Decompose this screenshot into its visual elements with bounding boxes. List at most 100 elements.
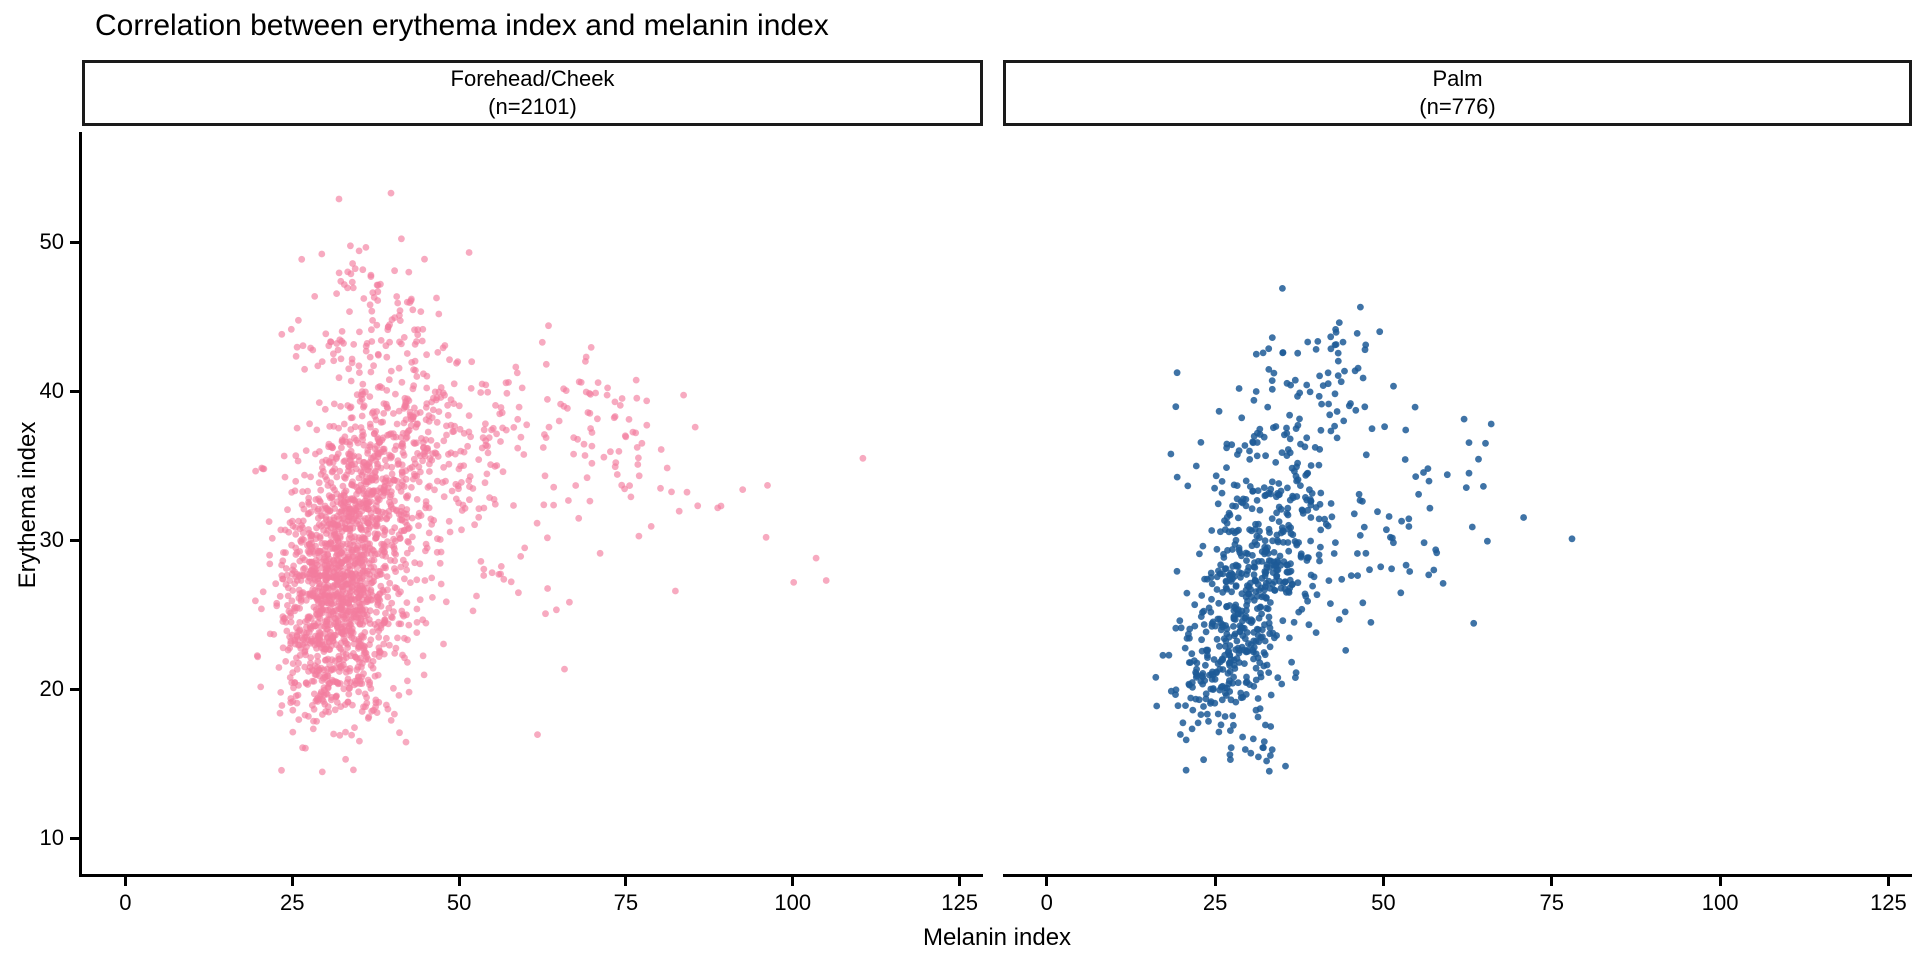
x-tick-label: 50 (446, 890, 472, 915)
data-point (436, 559, 444, 567)
data-point (355, 599, 363, 607)
data-point (330, 531, 338, 539)
x-axis-line-right (1003, 874, 1912, 877)
data-point (1302, 592, 1310, 600)
data-point (570, 450, 577, 458)
data-point (336, 534, 344, 542)
x-tick-label: 75 (613, 890, 639, 915)
data-point (1211, 484, 1218, 492)
data-point (390, 608, 397, 616)
data-point (468, 358, 476, 366)
data-point (440, 437, 448, 445)
data-point (286, 644, 293, 652)
data-point (379, 445, 387, 453)
data-point (1283, 510, 1291, 517)
data-point (403, 494, 411, 502)
data-point (353, 655, 361, 662)
data-point (1286, 435, 1294, 443)
data-point (331, 486, 338, 494)
data-point (1273, 509, 1280, 517)
data-point (478, 380, 486, 388)
data-point (1354, 572, 1361, 579)
data-point (392, 433, 400, 441)
data-point (346, 452, 353, 460)
data-point (310, 705, 318, 713)
data-point (331, 706, 339, 714)
data-point (1327, 600, 1334, 607)
data-point (437, 394, 445, 401)
data-point (309, 591, 317, 599)
data-point (385, 512, 393, 519)
data-point (387, 717, 395, 724)
data-point (437, 580, 445, 588)
data-point (1242, 477, 1250, 485)
data-point (1279, 539, 1287, 546)
data-point (370, 362, 377, 370)
data-point (385, 376, 393, 384)
data-point (317, 572, 325, 580)
data-point (299, 529, 307, 537)
data-point (1297, 553, 1305, 561)
data-point (1260, 484, 1268, 491)
data-point (521, 544, 529, 552)
data-point (384, 326, 392, 334)
data-point (1411, 403, 1419, 411)
data-point (382, 456, 389, 464)
data-point (492, 402, 499, 409)
data-point (434, 535, 441, 543)
data-point (408, 484, 415, 491)
data-point (361, 515, 369, 522)
data-point (301, 711, 309, 719)
data-point (638, 439, 646, 447)
data-point (464, 442, 471, 450)
data-point (304, 487, 311, 495)
data-point (1266, 624, 1274, 632)
data-point (1390, 539, 1397, 547)
data-point (345, 467, 352, 475)
data-point (296, 557, 304, 565)
data-point (384, 620, 392, 628)
data-point (365, 467, 373, 475)
data-point (356, 397, 364, 405)
data-point (318, 250, 326, 258)
data-point (305, 540, 313, 548)
data-point (302, 447, 310, 454)
data-point (284, 602, 291, 609)
data-point (1284, 446, 1292, 453)
facet-strip-palm: Palm (n=776) (1003, 60, 1912, 126)
data-point (1261, 550, 1268, 558)
data-point (1241, 746, 1249, 753)
data-point (347, 270, 355, 278)
data-point (322, 330, 330, 338)
data-point (1310, 573, 1318, 581)
data-point (1311, 444, 1319, 451)
data-point (282, 658, 290, 665)
data-point (600, 453, 608, 461)
data-point (319, 458, 326, 466)
data-point (356, 328, 363, 336)
data-point (316, 547, 324, 555)
data-point (592, 389, 599, 397)
data-point (1315, 515, 1323, 523)
data-point (1183, 589, 1191, 597)
data-point (1288, 581, 1296, 589)
data-point (331, 657, 339, 665)
data-point (517, 553, 525, 560)
data-point (459, 501, 467, 509)
data-point (368, 326, 375, 334)
data-point (420, 671, 428, 679)
data-point (373, 442, 381, 450)
data-point (313, 524, 320, 532)
data-point (1362, 549, 1370, 557)
data-point (420, 450, 427, 458)
data-point (371, 550, 379, 558)
data-point (268, 534, 276, 542)
data-point (714, 504, 722, 512)
data-point (345, 684, 353, 692)
data-point (1263, 561, 1271, 568)
data-point (1200, 756, 1207, 764)
data-point (1221, 526, 1229, 533)
data-point (265, 518, 273, 525)
data-point (1258, 626, 1266, 634)
data-point (425, 412, 433, 420)
